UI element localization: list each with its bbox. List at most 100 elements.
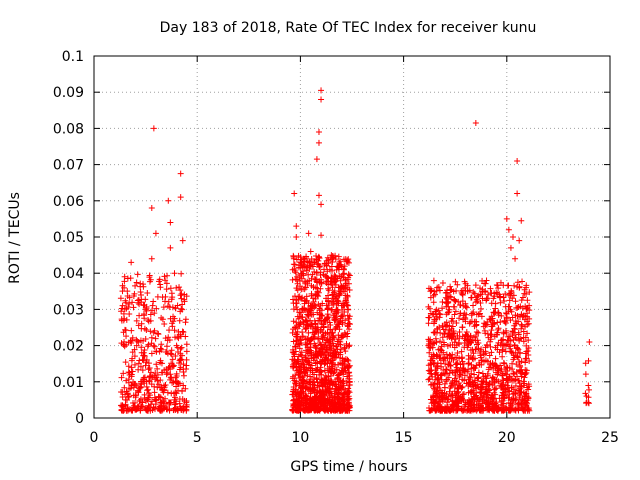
data-point [472, 333, 479, 340]
data-point [142, 405, 149, 412]
data-point [515, 331, 522, 338]
data-point [157, 384, 164, 391]
data-point [317, 392, 324, 399]
data-point [456, 355, 463, 362]
data-point [179, 328, 186, 335]
data-point [319, 334, 326, 341]
data-point [315, 139, 322, 146]
data-point [465, 332, 472, 339]
data-point [317, 262, 324, 269]
data-point [585, 400, 592, 407]
data-point [438, 371, 445, 378]
data-point [296, 406, 303, 413]
data-point [471, 290, 478, 297]
data-point [320, 381, 327, 388]
y-tick-label: 0.04 [53, 266, 84, 282]
data-point [320, 323, 327, 330]
data-point [470, 402, 477, 409]
data-point [526, 358, 533, 365]
data-point [442, 360, 449, 367]
data-point [443, 351, 450, 358]
data-point [298, 349, 305, 356]
data-point [503, 215, 510, 222]
data-point [497, 382, 504, 389]
data-point [338, 334, 345, 341]
data-point [342, 348, 349, 355]
data-point [337, 258, 344, 265]
data-point [344, 284, 351, 291]
data-point [505, 226, 512, 233]
data-point [482, 357, 489, 364]
data-point [583, 393, 590, 400]
data-point [513, 344, 520, 351]
data-point [307, 248, 314, 255]
data-point [469, 355, 476, 362]
data-point [127, 385, 134, 392]
data-point [444, 396, 451, 403]
data-point [133, 342, 140, 349]
data-point [130, 304, 137, 311]
data-point [466, 336, 473, 343]
data-point [291, 190, 298, 197]
data-point [435, 375, 442, 382]
data-point [293, 276, 300, 283]
data-point [344, 293, 351, 300]
data-point [330, 381, 337, 388]
data-point [440, 366, 447, 373]
y-tick-labels: 0 0.01 0.02 0.03 0.04 0.05 0.06 0.07 0.08 0.09 0.1 [53, 49, 84, 427]
data-point [496, 395, 503, 402]
data-point [514, 353, 521, 360]
data-point [508, 402, 515, 409]
data-point [128, 382, 135, 389]
data-point [182, 385, 189, 392]
data-point [165, 364, 172, 371]
data-point [121, 273, 128, 280]
data-point [473, 329, 480, 336]
data-point [307, 263, 314, 270]
data-point [437, 360, 444, 367]
data-point [168, 390, 175, 397]
data-point [346, 342, 353, 349]
data-point [306, 399, 313, 406]
data-point [321, 260, 328, 267]
data-point [502, 388, 509, 395]
data-point [128, 371, 135, 378]
data-point [509, 391, 516, 398]
data-point [469, 346, 476, 353]
data-point [141, 346, 148, 353]
data-point [439, 305, 446, 312]
data-point [167, 399, 174, 406]
data-point [450, 303, 457, 310]
data-point [337, 396, 344, 403]
data-point [495, 325, 502, 332]
data-point [176, 284, 183, 291]
data-point [318, 96, 325, 103]
data-point [433, 407, 440, 414]
data-point [148, 340, 155, 347]
data-point [299, 376, 306, 383]
data-point [508, 375, 515, 382]
data-point [515, 406, 522, 413]
data-point [148, 255, 155, 262]
data-point [506, 333, 513, 340]
data-point [326, 331, 333, 338]
data-point [173, 390, 180, 397]
data-point [436, 324, 443, 331]
data-point [525, 394, 532, 401]
data-point [502, 320, 509, 327]
data-point [437, 311, 444, 318]
data-point [322, 354, 329, 361]
data-point [338, 407, 345, 414]
data-point [444, 399, 451, 406]
data-point [436, 379, 443, 386]
data-point [165, 334, 172, 341]
data-point [475, 329, 482, 336]
data-point [431, 380, 438, 387]
data-point [325, 256, 332, 263]
data-point [443, 303, 450, 310]
data-point [320, 391, 327, 398]
data-point [124, 288, 131, 295]
data-point [342, 317, 349, 324]
data-point [333, 306, 340, 313]
data-point [441, 370, 448, 377]
